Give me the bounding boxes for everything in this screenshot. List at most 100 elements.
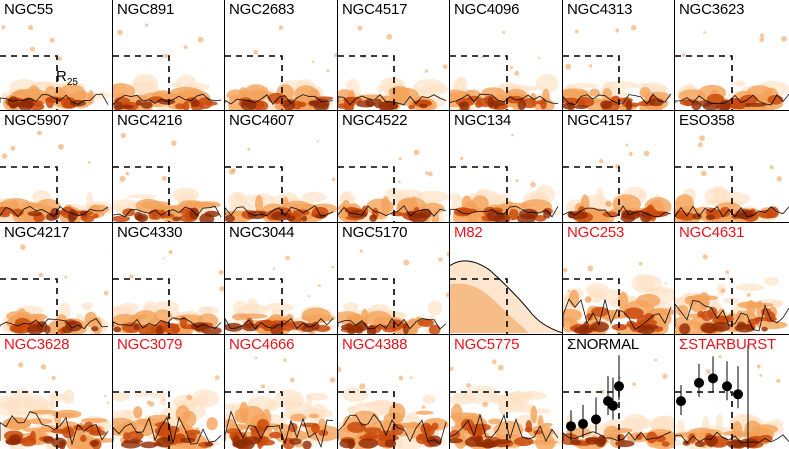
emission-blob: [458, 102, 466, 108]
emission-blob: [26, 435, 33, 442]
emission-speck: [106, 401, 110, 404]
emission-speck: [563, 267, 568, 273]
emission-speck: [28, 25, 34, 31]
emission-blob: [346, 314, 364, 323]
emission-blob: [252, 100, 269, 111]
stack-marker: [614, 381, 624, 392]
emission-speck: [146, 400, 151, 405]
emission-blob: [746, 300, 756, 317]
emission-blob: [26, 418, 53, 425]
emission-blob: [509, 208, 519, 221]
emission-speck: [502, 30, 506, 34]
emission-speck: [574, 29, 579, 34]
emission-speck: [161, 176, 167, 181]
emission-blob: [318, 429, 329, 436]
emission-speck: [254, 356, 258, 360]
emission-speck: [509, 65, 514, 70]
contour-line: [225, 317, 334, 330]
panel-label: M82: [454, 224, 483, 241]
emission-blob: [140, 101, 153, 109]
panel-label: NGC5907: [4, 112, 70, 129]
emission-blob: [35, 81, 54, 87]
emission-speck: [515, 179, 519, 183]
emission-speck: [421, 405, 426, 409]
emission-blob: [348, 406, 357, 417]
emission-speck: [51, 375, 56, 380]
emission-blob: [381, 196, 390, 216]
panel-label: NGC5170: [342, 224, 408, 241]
stack-marker: [733, 389, 743, 400]
panel-label: NGC4096: [454, 1, 520, 18]
emission-speck: [162, 257, 165, 260]
emission-blob: [160, 213, 175, 218]
emission-blob: [45, 212, 58, 221]
emission-speck: [162, 398, 165, 401]
r25-box: [338, 391, 395, 449]
emission-speck: [214, 375, 220, 380]
emission-speck: [718, 355, 722, 359]
emission-speck: [171, 140, 177, 146]
emission-speck: [628, 152, 633, 156]
emission-speck: [326, 69, 330, 73]
emission-speck: [120, 132, 127, 139]
emission-blob: [7, 96, 19, 108]
emission-blob: [734, 323, 755, 333]
emission-blob: [170, 82, 183, 88]
emission-blob: [631, 273, 655, 293]
emission-blob: [591, 306, 609, 317]
panel-label: NGC4157: [567, 112, 633, 129]
emission-blob: [604, 80, 637, 90]
panel-image: [338, 149, 449, 223]
emission-speck: [442, 64, 448, 69]
panel-label: NGC3044: [229, 224, 295, 241]
r25-box: [225, 55, 283, 111]
emission-blob: [676, 305, 689, 317]
emission-blob: [126, 194, 157, 199]
emission-blob: [49, 392, 57, 410]
emission-blob: [704, 435, 718, 447]
emission-speck: [599, 159, 604, 164]
r25-box: [0, 278, 58, 335]
emission-speck: [219, 286, 225, 292]
emission-blob: [274, 389, 304, 410]
emission-speck: [703, 31, 706, 34]
emission-blob: [694, 441, 706, 448]
panel-image: [675, 254, 789, 335]
emission-speck: [64, 275, 67, 279]
emission-blob: [155, 325, 164, 335]
emission-blob: [422, 394, 436, 404]
emission-blob: [288, 438, 302, 445]
emission-blob: [181, 410, 197, 428]
emission-blob: [379, 433, 396, 439]
emission-blob: [27, 211, 43, 217]
emission-speck: [10, 145, 16, 151]
emission-blob: [264, 302, 294, 313]
panel-image: [675, 31, 789, 111]
panel-image: [0, 362, 113, 449]
galaxy-panel: M82: [450, 223, 563, 335]
emission-blob: [175, 103, 185, 110]
grid-divider-horizontal: [0, 334, 789, 335]
emission-speck: [697, 142, 703, 148]
contour-line: [563, 93, 672, 106]
galaxy-panel: NGC3079: [113, 335, 225, 449]
panel-image: [225, 255, 337, 335]
emission-speck: [316, 140, 319, 143]
emission-blob: [623, 307, 644, 319]
emission-blob: [186, 202, 216, 207]
contour-line: [0, 411, 109, 446]
emission-blob: [136, 213, 148, 223]
emission-blob: [365, 98, 375, 108]
galaxy-panel: ΣSTARBURST: [675, 335, 789, 449]
emission-speck: [285, 255, 290, 260]
emission-blob: [533, 430, 543, 435]
panel-label: NGC2683: [229, 1, 295, 18]
emission-speck: [58, 144, 64, 150]
emission-speck: [638, 261, 643, 266]
panel-label: NGC4217: [4, 224, 70, 241]
emission-blob: [376, 85, 384, 94]
galaxy-panel: NGC253: [563, 223, 675, 335]
galaxy-panel: NGC891: [113, 0, 225, 111]
contour-line: [338, 205, 447, 217]
emission-blob: [481, 438, 495, 449]
